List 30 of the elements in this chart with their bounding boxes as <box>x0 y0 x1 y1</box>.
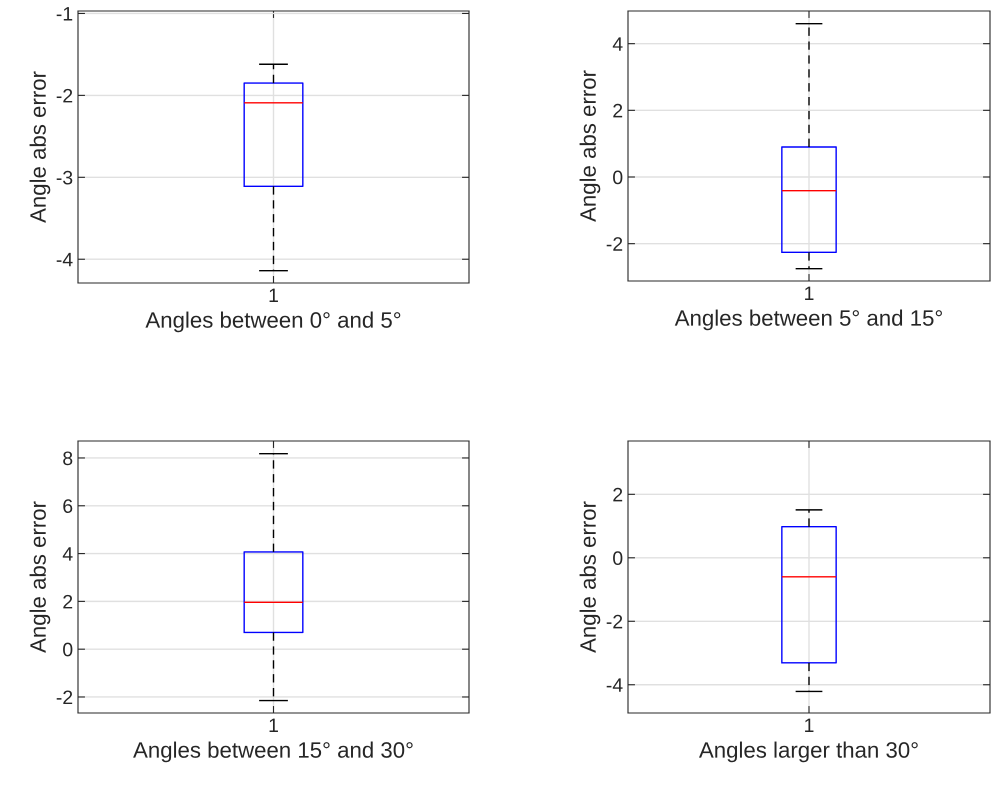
y-tick-label: -2 <box>606 237 622 251</box>
x-axis-title: Angles between 5° and 15° <box>674 310 942 330</box>
y-tick-label: 0 <box>63 642 72 656</box>
y-tick-label: 0 <box>613 170 622 184</box>
y-tick-label: 0 <box>613 551 622 566</box>
y-axis-title: Angle abs error <box>580 70 600 222</box>
y-axis-title: Angle abs error <box>30 501 50 653</box>
x-axis-title: Angles larger than 30° <box>698 742 918 762</box>
y-tick-label: 2 <box>613 104 622 118</box>
y-axis-title: Angle abs error <box>580 501 600 653</box>
y-tick-label: -1 <box>56 7 72 21</box>
x-axis-title: Angles between 0° and 5° <box>145 312 400 332</box>
y-axis-title: Angle abs error <box>30 71 50 223</box>
y-tick-label: -2 <box>606 614 622 628</box>
y-tick-label: 2 <box>613 488 622 502</box>
x-tick-label: 1 <box>270 718 278 732</box>
x-tick-label: 1 <box>805 286 814 300</box>
y-tick-label: 6 <box>63 499 72 514</box>
y-tick-label: 4 <box>62 547 73 561</box>
y-tick-label: 2 <box>63 594 72 608</box>
x-tick-label: 1 <box>805 718 814 732</box>
y-tick-label: 4 <box>612 37 623 51</box>
x-axis-title: Angles between 15° and 30° <box>133 742 413 762</box>
y-tick-label: 8 <box>63 451 72 466</box>
y-tick-label: -4 <box>56 252 73 266</box>
x-tick-label: 1 <box>270 288 278 302</box>
y-tick-label: -2 <box>56 88 72 102</box>
y-tick-label: -3 <box>56 170 72 185</box>
y-tick-label: -4 <box>606 678 623 692</box>
y-tick-label: -2 <box>56 690 72 704</box>
